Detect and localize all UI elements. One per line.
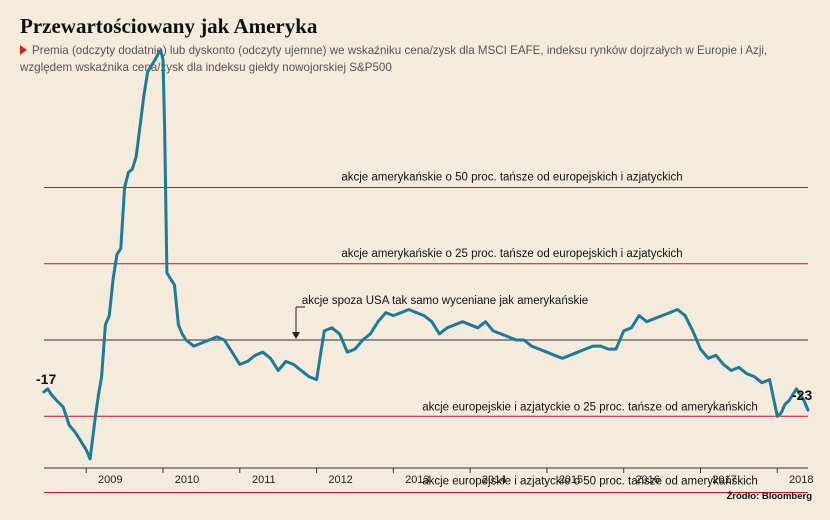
x-tick-label: 2009 [98, 474, 122, 486]
x-tick-label: 2014 [482, 474, 506, 486]
x-tick-label: 2010 [175, 474, 199, 486]
source-note: Źródło: Bloomberg [726, 491, 813, 502]
series-line [42, 48, 810, 461]
x-tick-label: 2018 [789, 474, 813, 486]
reference-line-label: akcje europejskie i azjatyckie o 50 proc… [422, 476, 758, 488]
x-tick-label: 2017 [712, 474, 736, 486]
subtitle-text: Premia (odczyty dodatnie) lub dyskonto (… [20, 44, 768, 74]
end-value-label: -23 [792, 387, 812, 403]
x-tick-label: 2015 [559, 474, 583, 486]
start-value-label: -17 [36, 371, 56, 387]
x-tick-label: 2013 [405, 474, 429, 486]
x-tick-label: 2011 [252, 474, 276, 486]
chart-subtitle: Premia (odczyty dodatnie) lub dyskonto (… [20, 42, 810, 76]
triangle-marker-icon [20, 45, 27, 55]
reference-line-label: akcje europejskie i azjatyckie o 25 proc… [422, 401, 758, 413]
reference-line-label: akcje amerykańskie o 25 proc. tańsze od … [341, 248, 682, 260]
reference-line-label: akcje amerykańskie o 50 proc. tańsze od … [341, 172, 682, 184]
x-tick-label: 2016 [635, 474, 659, 486]
reference-line-label: akcje spoza USA tak samo wyceniane jak a… [302, 295, 588, 307]
chart-title: Przewartościowany jak Ameryka [20, 14, 318, 38]
x-tick-label: 2012 [328, 474, 352, 486]
pointer-arrow-icon [292, 332, 300, 339]
